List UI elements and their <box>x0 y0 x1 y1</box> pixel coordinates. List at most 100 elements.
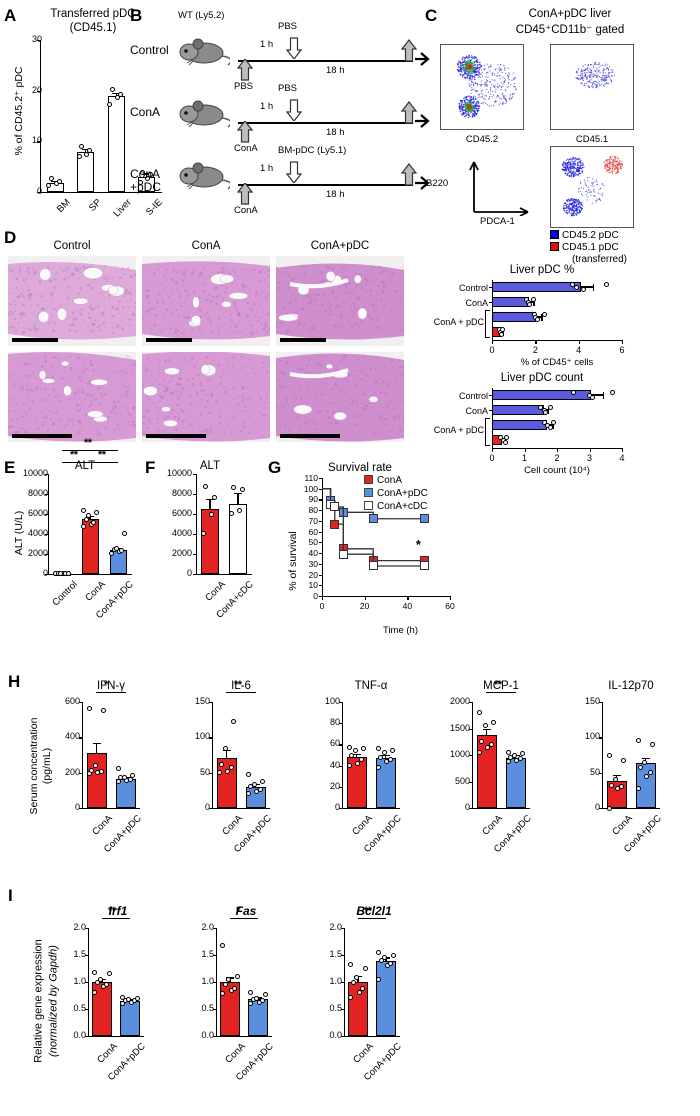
legend-label: ConA+pDC <box>377 488 428 499</box>
legend-swatch <box>364 488 373 497</box>
scale-bar <box>280 338 326 342</box>
data-point <box>130 772 136 778</box>
data-point <box>504 434 510 440</box>
legend-item: CD45.2 pDC <box>550 230 700 242</box>
data-point <box>48 176 54 182</box>
error-cap <box>234 493 242 495</box>
gene-chart-Irf1: 0.0 0.5 1.0 1.5 2.0 ConA ConA+pDC ** <box>73 905 148 1083</box>
liver-section-render <box>8 256 136 346</box>
bar[interactable] <box>492 390 592 400</box>
cytokine-title: IL-12p70 <box>608 680 654 692</box>
data-point <box>635 737 641 743</box>
scale-bar <box>280 434 340 438</box>
data-point <box>226 976 232 982</box>
gene-chart-Bcl2l1: 0.0 0.5 1.0 1.5 2.0 ConA ConA+pDC ** <box>329 905 404 1083</box>
bar[interactable] <box>346 757 367 808</box>
bar[interactable] <box>107 96 125 192</box>
data-point <box>612 777 618 783</box>
x-tick-label: 20 <box>359 601 370 611</box>
y-tick-label: 400 <box>64 731 80 742</box>
up-arrow-icon <box>237 183 253 205</box>
down-arrow-icon <box>286 161 302 183</box>
data-point <box>352 748 358 754</box>
y-tick-label: 40 <box>329 759 340 770</box>
significance-marker: * <box>104 679 108 691</box>
legend-label: CD45.2 pDC <box>562 230 619 241</box>
up-arrow-icon <box>237 59 253 81</box>
bar[interactable] <box>86 752 107 808</box>
x-axis <box>216 1036 272 1038</box>
y-tick-label: 0 <box>42 568 48 578</box>
error-bar <box>591 394 603 396</box>
scale-bar <box>146 338 192 342</box>
bar[interactable] <box>220 982 240 1036</box>
y-tick <box>212 982 217 984</box>
significance-line <box>62 462 90 464</box>
data-point <box>580 287 586 293</box>
data-point <box>248 990 254 996</box>
x-tick-label: 1 <box>521 453 527 463</box>
data-point <box>228 764 234 770</box>
data-point <box>245 791 251 797</box>
x-tick <box>364 596 366 600</box>
data-point <box>520 751 526 757</box>
data-point <box>98 769 104 775</box>
data-point <box>84 152 90 157</box>
data-point <box>508 755 514 761</box>
y-tick <box>340 928 345 930</box>
data-point <box>86 512 92 518</box>
data-point <box>121 531 127 536</box>
y-tick-label: 0 <box>334 802 340 812</box>
data-point <box>609 389 615 395</box>
histology-column-title: ConA+pDC <box>310 240 370 252</box>
data-point <box>114 545 120 551</box>
data-point <box>621 758 627 764</box>
x-axis <box>48 574 132 576</box>
data-point <box>346 763 352 769</box>
bar[interactable] <box>92 982 112 1036</box>
survival-marker <box>330 502 340 512</box>
y-axis <box>492 280 494 340</box>
bar[interactable] <box>492 282 581 292</box>
data-point <box>500 326 506 332</box>
bar[interactable] <box>375 757 396 808</box>
y-tick <box>318 488 323 490</box>
y-tick-label: 10 <box>31 135 42 146</box>
legend-swatch <box>364 501 373 510</box>
data-point <box>348 962 354 968</box>
bar[interactable] <box>81 519 99 574</box>
bar[interactable] <box>229 503 247 574</box>
cytokine-title: MCP-1 <box>483 680 519 692</box>
y-tick-label: 50 <box>308 537 318 548</box>
panel-label-g: G <box>268 458 282 477</box>
x-axis <box>322 596 450 598</box>
bar[interactable] <box>120 1000 140 1036</box>
data-point <box>216 770 222 776</box>
data-point <box>349 752 355 758</box>
x-tick-label: 0 <box>319 601 325 611</box>
x-tick-label: 0 <box>489 453 495 463</box>
y-tick <box>598 702 603 704</box>
bar[interactable] <box>492 420 548 430</box>
flow-x-label-cd451: CD45.1 <box>575 134 609 145</box>
data-point <box>260 778 266 784</box>
bar[interactable] <box>376 961 396 1036</box>
x-tick <box>524 448 526 452</box>
y-tick-label: 0 <box>594 802 600 812</box>
data-point <box>354 975 360 981</box>
y-tick <box>598 808 603 810</box>
data-point <box>570 389 576 395</box>
bar[interactable] <box>348 982 368 1036</box>
panel-i-y-axis-label-1: Relative gene expression <box>32 939 45 1063</box>
bar[interactable] <box>505 757 526 808</box>
legend-item: CD45.1 pDC <box>550 242 700 254</box>
error-bar <box>85 148 87 152</box>
bar[interactable] <box>492 405 544 415</box>
data-point <box>220 991 226 997</box>
y-tick-label: 2.0 <box>329 922 342 932</box>
data-point <box>356 990 362 996</box>
bar[interactable] <box>201 509 219 574</box>
y-axis <box>322 478 324 597</box>
bar[interactable] <box>492 312 537 322</box>
panel-f-chart: 0 2000 4000 6000 8000 10000 ConA ConA+cDC <box>167 468 256 621</box>
